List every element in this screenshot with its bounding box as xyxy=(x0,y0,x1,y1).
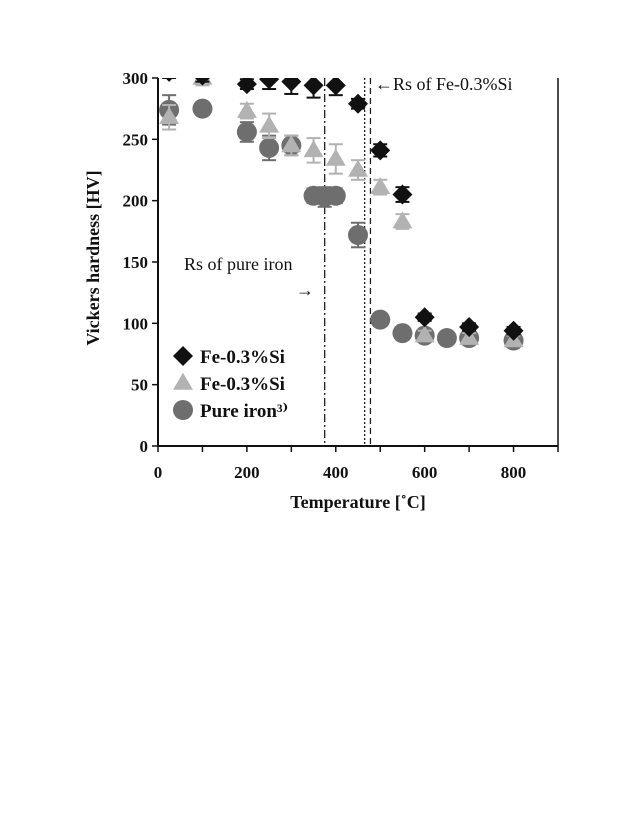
y-tick-label: 50 xyxy=(131,376,148,395)
annotation-rs-fe-si: ←Rs of Fe-0.3%Si xyxy=(375,74,513,94)
data-point xyxy=(414,307,435,328)
y-tick-label: 300 xyxy=(123,69,149,88)
legend-label: Pure iron³⁾ xyxy=(200,401,288,422)
legend-label: Fe-0.3%Si xyxy=(200,374,285,395)
axes: 0 50 100 150 200 250 300 0 200 400 600 800 xyxy=(123,69,559,482)
data-point xyxy=(236,100,257,118)
data-point xyxy=(236,78,257,95)
series-3 xyxy=(159,94,524,351)
legend-entry-3: Pure iron³⁾ xyxy=(173,400,288,422)
data-point xyxy=(370,309,391,330)
plot-area xyxy=(159,78,524,446)
data-point xyxy=(194,78,210,86)
series-2 xyxy=(159,78,524,348)
data-point xyxy=(348,159,368,177)
data-point xyxy=(259,115,280,133)
data-point xyxy=(370,140,391,161)
data-point xyxy=(325,78,346,96)
data-point xyxy=(325,148,346,166)
data-point xyxy=(348,93,368,114)
annotation-rs-pure-iron: Rs of pure iron xyxy=(184,254,292,274)
data-point xyxy=(503,320,524,341)
data-point xyxy=(325,185,346,206)
data-point xyxy=(348,225,368,246)
data-point xyxy=(236,121,257,142)
y-tick-label: 100 xyxy=(123,314,149,333)
y-tick-label: 250 xyxy=(123,130,149,149)
y-tick-label: 0 xyxy=(140,437,149,456)
series-1 xyxy=(162,78,524,341)
x-axis-title: Temperature [˚C] xyxy=(290,492,425,512)
data-point xyxy=(392,184,413,205)
data-point xyxy=(165,78,173,82)
y-tick-label: 150 xyxy=(123,253,149,272)
legend-entry-2: Fe-0.3%Si xyxy=(173,372,285,395)
x-tick-label: 600 xyxy=(412,463,438,482)
legend-marker xyxy=(173,372,193,390)
legend-label: Fe-0.3%Si xyxy=(200,347,285,368)
data-point xyxy=(259,78,280,90)
y-axis-title: Vickers hardness [HV] xyxy=(83,170,103,345)
legend-entry-1: Fe-0.3%Si xyxy=(173,346,285,368)
data-point xyxy=(281,135,302,153)
data-point xyxy=(259,137,280,158)
x-tick-label: 0 xyxy=(154,463,163,482)
legend-marker xyxy=(173,400,193,420)
data-point xyxy=(303,78,324,96)
y-tick-label: 200 xyxy=(123,192,149,211)
annotation-rs-pure-iron-arrow: → xyxy=(296,280,314,300)
data-point xyxy=(192,98,213,119)
data-point xyxy=(281,78,302,92)
data-point xyxy=(414,325,435,343)
data-point xyxy=(392,211,413,229)
x-tick-label: 400 xyxy=(323,463,349,482)
legend: Fe-0.3%Si Fe-0.3%Si Pure iron³⁾ xyxy=(173,346,288,422)
data-point xyxy=(436,328,457,349)
x-tick-label: 800 xyxy=(501,463,527,482)
data-point xyxy=(459,317,480,338)
data-point xyxy=(303,140,324,158)
x-tick-label: 200 xyxy=(234,463,260,482)
data-point xyxy=(159,107,180,125)
data-point xyxy=(392,323,413,344)
legend-marker xyxy=(173,346,193,366)
data-point xyxy=(370,176,391,194)
